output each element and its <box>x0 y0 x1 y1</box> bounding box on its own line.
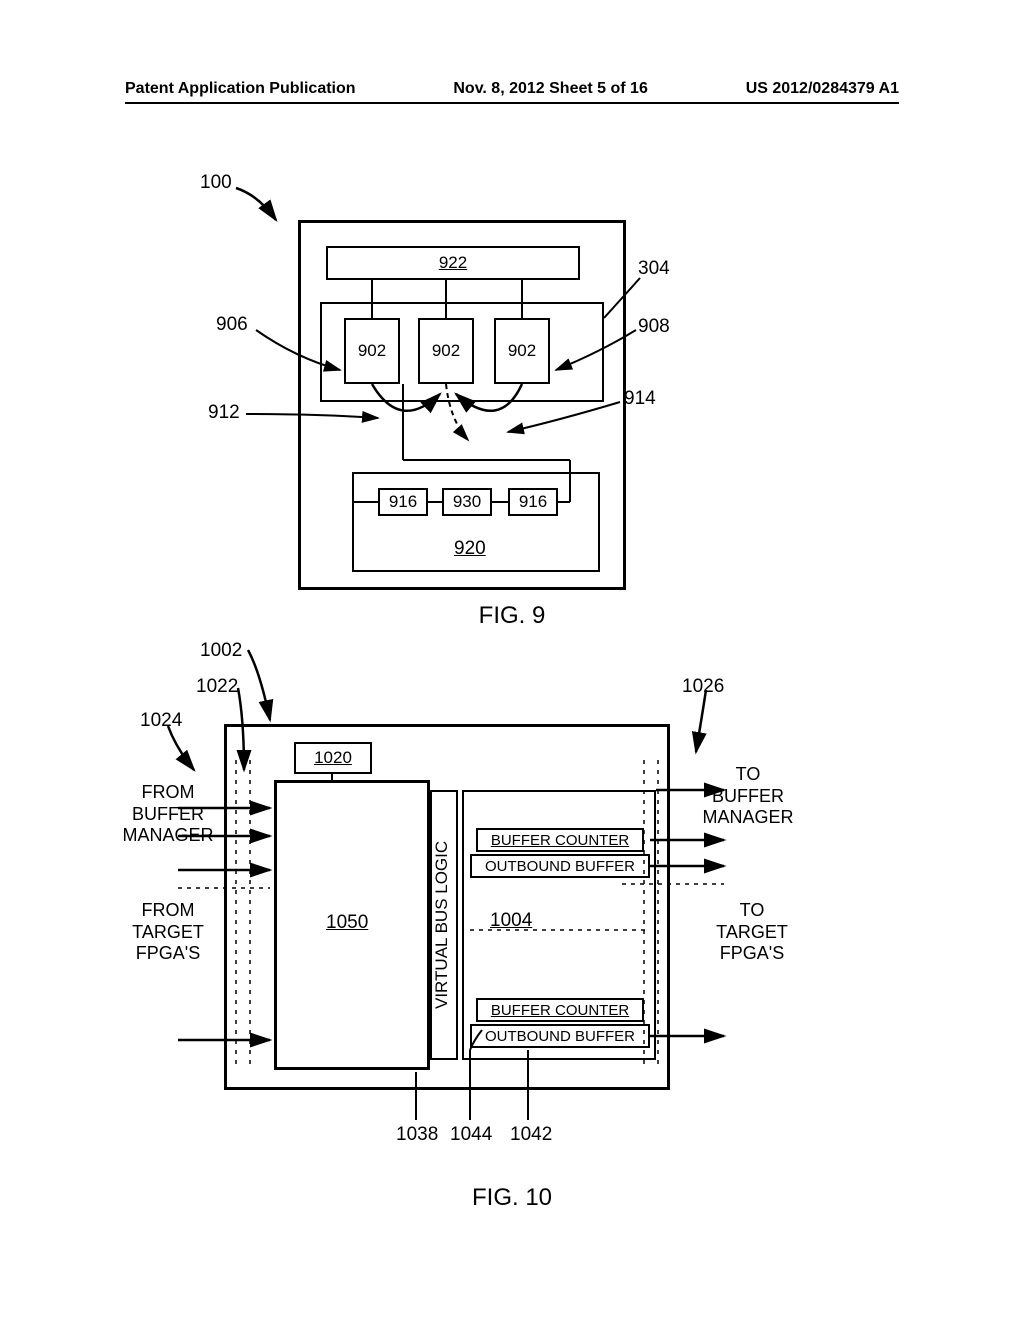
fig10-caption: FIG. 10 <box>472 1184 552 1212</box>
fig10-lines <box>0 0 1024 1200</box>
